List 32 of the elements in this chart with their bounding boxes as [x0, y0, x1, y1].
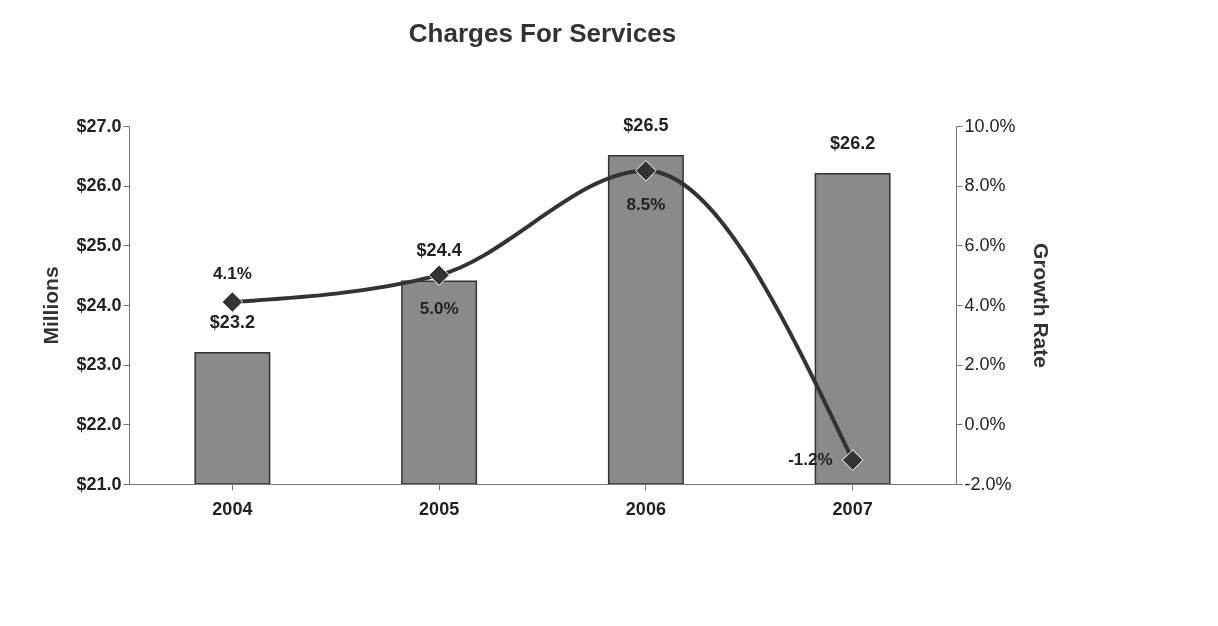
x-tick-label: 2006: [625, 498, 666, 519]
data-label: $24.4: [416, 240, 462, 261]
y-tick-label: $21.0: [76, 473, 122, 494]
y-tick-label: $26.0: [76, 175, 122, 196]
point: [635, 160, 657, 182]
data-label: 4.1%: [213, 264, 252, 284]
y2-tick-label: 2.0%: [964, 354, 1006, 375]
data-label: 5.0%: [419, 299, 459, 319]
y-tick-label: $27.0: [76, 115, 122, 136]
y-axis-title: Millions: [39, 266, 63, 345]
y2-tick-label: -2.0%: [964, 473, 1012, 494]
y2-tick-label: 0.0%: [964, 413, 1006, 434]
y2-axis-title: Growth Rate: [1029, 243, 1053, 368]
y2-tick-label: 6.0%: [964, 234, 1006, 255]
y-tick-label: $23.0: [76, 354, 122, 375]
y2-tick-label: 4.0%: [964, 294, 1006, 315]
chart-title: Charges For Services: [408, 17, 677, 48]
x-tick-label: 2005: [419, 498, 460, 519]
data-label: $23.2: [209, 311, 255, 332]
y-tick-label: $25.0: [76, 234, 122, 255]
y-tick-label: $24.0: [76, 294, 122, 315]
x-tick-label: 2004: [212, 498, 253, 519]
point: [221, 291, 244, 313]
data-label: $26.5: [623, 114, 669, 135]
y-tick-label: $22.0: [76, 413, 122, 434]
y2-tick-label: 10.0%: [964, 115, 1016, 136]
point: [428, 264, 450, 286]
data-label: $26.2: [830, 132, 876, 153]
x-tick-label: 2007: [832, 498, 873, 519]
data-label: 8.5%: [626, 194, 666, 214]
point: [841, 449, 864, 471]
y2-tick-label: 8.0%: [964, 175, 1006, 196]
